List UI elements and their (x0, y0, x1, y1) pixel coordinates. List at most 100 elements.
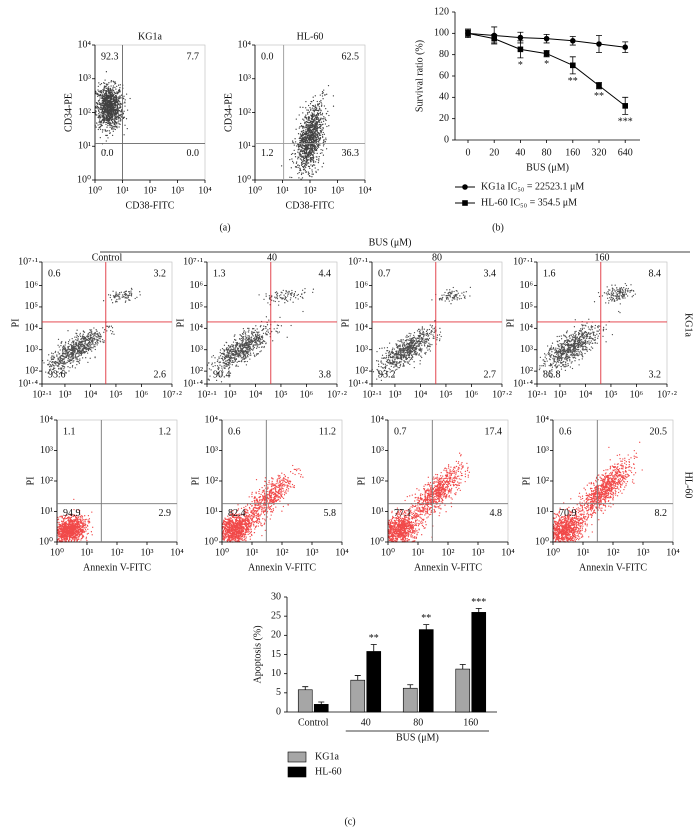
plot-title: Control (92, 252, 123, 263)
bar (366, 651, 382, 713)
y-tick-label: 10⁵ (25, 301, 39, 312)
error-bar (423, 624, 430, 630)
y-tick-label: 10⁶ (520, 280, 534, 291)
y-tick-label: 10¹ (371, 506, 384, 517)
y-axis-label: PI (190, 477, 201, 486)
y-tick-label: 10³ (536, 445, 549, 456)
x-tick-label: 10² (144, 185, 157, 196)
x-tick-label: 0 (466, 147, 471, 158)
bar (313, 704, 329, 713)
x-tick-label: 10²·¹ (197, 389, 216, 400)
x-tick-label: 10²·¹ (527, 389, 546, 400)
significance: ** (594, 91, 604, 102)
quadrant-value: 36.3 (342, 148, 360, 159)
legend-marker (462, 184, 468, 190)
quadrant-value: 0.6 (559, 426, 572, 437)
event-cloud (280, 84, 335, 180)
x-tick-label: 10⁴ (358, 185, 372, 196)
x-tick-label: 10⁰ (381, 547, 395, 558)
y-axis-label: Apoptosis (%) (252, 625, 263, 683)
quadrant-value: 1.1 (63, 426, 76, 437)
y-tick-label: 10⁴ (238, 39, 252, 50)
quadrant-value: 70.9 (559, 508, 577, 519)
quadrant-value: 1.2 (159, 426, 172, 437)
y-tick-label: 10¹·⁴ (348, 378, 368, 389)
x-axis-label: Annexin V-FITC (414, 562, 482, 573)
marker (570, 62, 576, 69)
significance: * (518, 60, 523, 71)
y-tick-label: 10³ (78, 73, 91, 84)
bar (455, 668, 471, 713)
y-tick-label: 10⁴ (536, 414, 550, 425)
marker (491, 35, 497, 42)
x-tick-label: 10³ (141, 547, 154, 558)
y-tick-label: 10² (78, 107, 91, 118)
x-tick-label: 20 (489, 147, 499, 158)
x-tick-label: 10²·¹ (362, 389, 381, 400)
x-tick-label: 40 (515, 147, 525, 158)
y-axis-label: PI (340, 319, 351, 328)
x-axis-label: BUS (μM) (526, 162, 569, 173)
x-tick-label: 10⁴ (249, 389, 263, 400)
row-label: KG1a (683, 313, 694, 337)
x-tick-label: 10⁴ (198, 185, 212, 196)
y-tick-label: 10³ (205, 445, 218, 456)
panel-label: (a) (219, 222, 230, 233)
y-tick-label: 0 (276, 706, 281, 717)
y-tick-label: 10⁴ (355, 323, 369, 334)
y-tick-label: 10¹ (238, 141, 251, 152)
error-bar (302, 686, 309, 690)
x-tick-label: 10³ (553, 389, 566, 400)
treatment-label: BUS (μM) (369, 237, 412, 248)
plot-title: HL-60 (297, 31, 324, 42)
y-tick-label: 10⁰ (370, 536, 384, 547)
quadrant-value: 93.2 (378, 369, 396, 380)
y-tick-label: 0 (444, 134, 449, 145)
marker (596, 41, 602, 47)
y-tick-label: 10⁷·¹ (18, 256, 38, 267)
x-tick-label: 640 (618, 147, 633, 158)
quadrant-value: 8.2 (655, 508, 668, 519)
y-tick-label: 10⁰ (237, 174, 251, 185)
x-tick-label: 10² (304, 185, 317, 196)
x-tick-label: 10² (607, 547, 620, 558)
y-axis-label: CD34-PE (223, 93, 234, 132)
marker (517, 46, 524, 53)
y-tick-label: 10² (40, 475, 53, 486)
x-tick-label: 10¹ (276, 185, 289, 196)
quadrant-value: 3.4 (484, 268, 497, 279)
x-tick-label: 10⁴ (170, 547, 184, 558)
y-tick-label: 10⁴ (205, 414, 219, 425)
bar (297, 689, 313, 713)
bar (471, 612, 487, 713)
quadrant-value: 93.6 (48, 369, 66, 380)
y-tick-label: 10³ (238, 73, 251, 84)
quadrant-value: 0.6 (228, 426, 241, 437)
error-bar (407, 684, 414, 689)
y-tick-label: 10² (355, 365, 368, 376)
quadrant-value: 3.2 (154, 268, 167, 279)
y-tick-label: 10¹ (536, 506, 549, 517)
x-axis-label: Annexin V-FITC (579, 562, 647, 573)
y-tick-label: 10¹ (78, 141, 91, 152)
y-tick-label: 10² (25, 365, 38, 376)
quadrant-value: 0.0 (261, 51, 274, 62)
quadrant-value: 0.7 (394, 426, 407, 437)
x-tick-label: 10² (276, 547, 289, 558)
x-tick-label: 10¹ (412, 547, 425, 558)
y-tick-label: 10⁴ (520, 323, 534, 334)
x-tick-label: 10⁵ (439, 389, 453, 400)
event-cloud (387, 452, 470, 543)
x-tick-label: 10⁶ (630, 389, 644, 400)
x-tick-label: 10⁶ (465, 389, 479, 400)
y-tick-label: 40 (439, 92, 449, 103)
y-tick-label: 10⁰ (77, 174, 91, 185)
y-tick-label: 10⁵ (355, 301, 369, 312)
event-cloud (538, 282, 636, 378)
quadrant-value: 2.7 (484, 369, 497, 380)
y-tick-label: 20 (271, 630, 281, 641)
y-tick-label: 10² (520, 365, 533, 376)
event-cloud (221, 464, 304, 543)
